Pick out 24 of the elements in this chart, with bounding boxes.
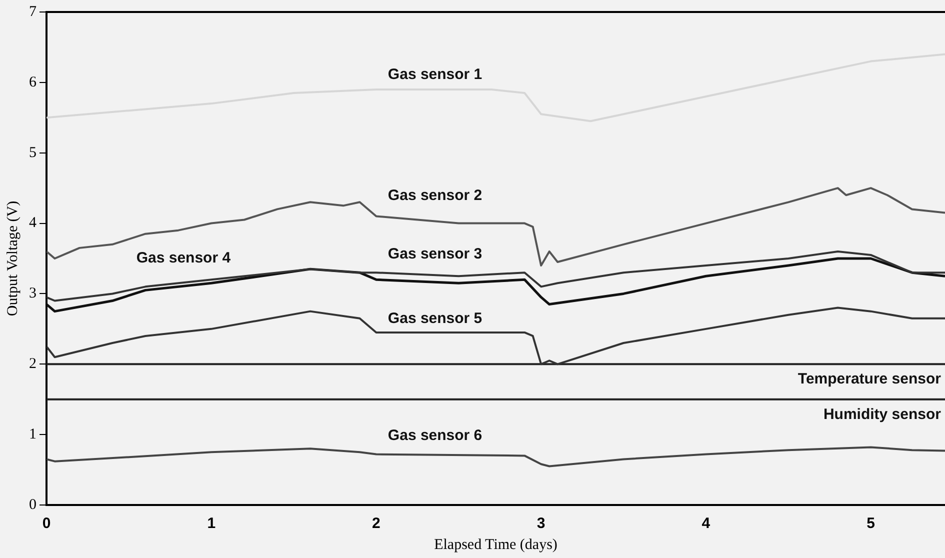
series-label: Temperature sensor (798, 370, 942, 388)
x-tick-label: 1 (207, 515, 216, 532)
series-label: Gas sensor 2 (388, 187, 482, 204)
y-tick-label: 2 (29, 356, 36, 372)
x-axis-title: Elapsed Time (days) (434, 536, 558, 553)
series-label: Gas sensor 4 (136, 250, 232, 267)
x-tick-label: 4 (702, 515, 711, 532)
x-tick-label: 5 (866, 515, 875, 532)
series-label: Gas sensor 5 (388, 310, 482, 327)
x-tick-label: 2 (372, 515, 380, 532)
x-tick-label: 0 (42, 515, 51, 532)
y-tick-label: 4 (29, 215, 37, 232)
y-tick-label: 1 (29, 426, 36, 443)
y-tick-label: 6 (29, 74, 37, 90)
series-label: Gas sensor 3 (388, 246, 482, 263)
series-label: Gas sensor 1 (388, 66, 482, 83)
y-tick-label: 5 (29, 144, 36, 161)
y-tick-label: 3 (29, 286, 36, 302)
y-axis-title: Output Voltage (V) (4, 200, 21, 316)
series-label: Humidity sensor (823, 406, 942, 423)
series-label: Gas sensor 6 (388, 427, 482, 444)
y-tick-label: 0 (29, 496, 36, 513)
y-tick-label: 7 (29, 4, 37, 20)
x-tick-label: 3 (536, 515, 546, 532)
